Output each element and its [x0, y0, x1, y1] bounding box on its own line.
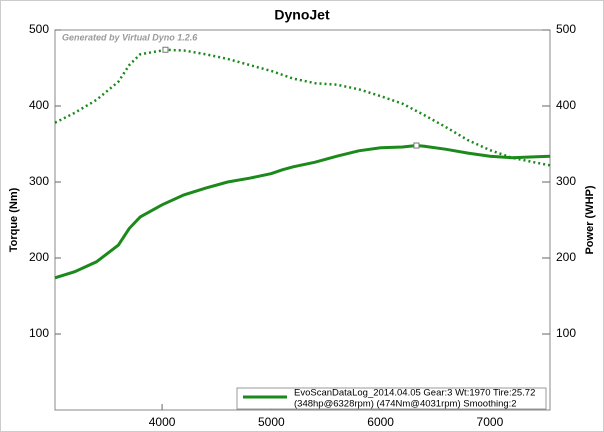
chart-title: DynoJet: [274, 7, 330, 23]
y2-tick-label: 300: [556, 174, 576, 188]
y2-tick-label: 400: [556, 98, 576, 112]
legend-box: [236, 387, 547, 410]
annotation: Generated by Virtual Dyno 1.2.6: [62, 32, 198, 42]
legend-text: EvoScanDataLog_2014.04.05 Gear:3 Wt:1970…: [294, 388, 535, 399]
y-tick-label: 500: [29, 22, 49, 36]
peak-marker: [413, 142, 420, 149]
y-tick-label: 200: [29, 250, 49, 264]
plot-area: [54, 29, 551, 411]
y-tick-label: 400: [29, 98, 49, 112]
y-axis-label: Torque (Nm): [8, 187, 20, 252]
x-tick-label: 7000: [477, 415, 504, 429]
legend: EvoScanDataLog_2014.04.05 Gear:3 Wt:1970…: [236, 387, 547, 410]
series-line: [54, 143, 551, 280]
series-line: [54, 48, 551, 167]
y-tick-label: 100: [29, 326, 49, 340]
x-tick-label: 5000: [258, 415, 285, 429]
legend-text: (348hp@6328rpm) (474Nm@4031rpm) Smoothin…: [294, 399, 517, 410]
y2-tick-label: 100: [556, 326, 576, 340]
peak-marker: [162, 46, 169, 53]
y2-tick-label: 500: [556, 22, 576, 36]
x-tick-label: 6000: [367, 415, 394, 429]
y2-tick-label: 200: [556, 250, 576, 264]
x-tick-label: 4000: [149, 415, 176, 429]
y2-axis-label: Power (WHP): [584, 185, 596, 254]
y-tick-label: 300: [29, 174, 49, 188]
